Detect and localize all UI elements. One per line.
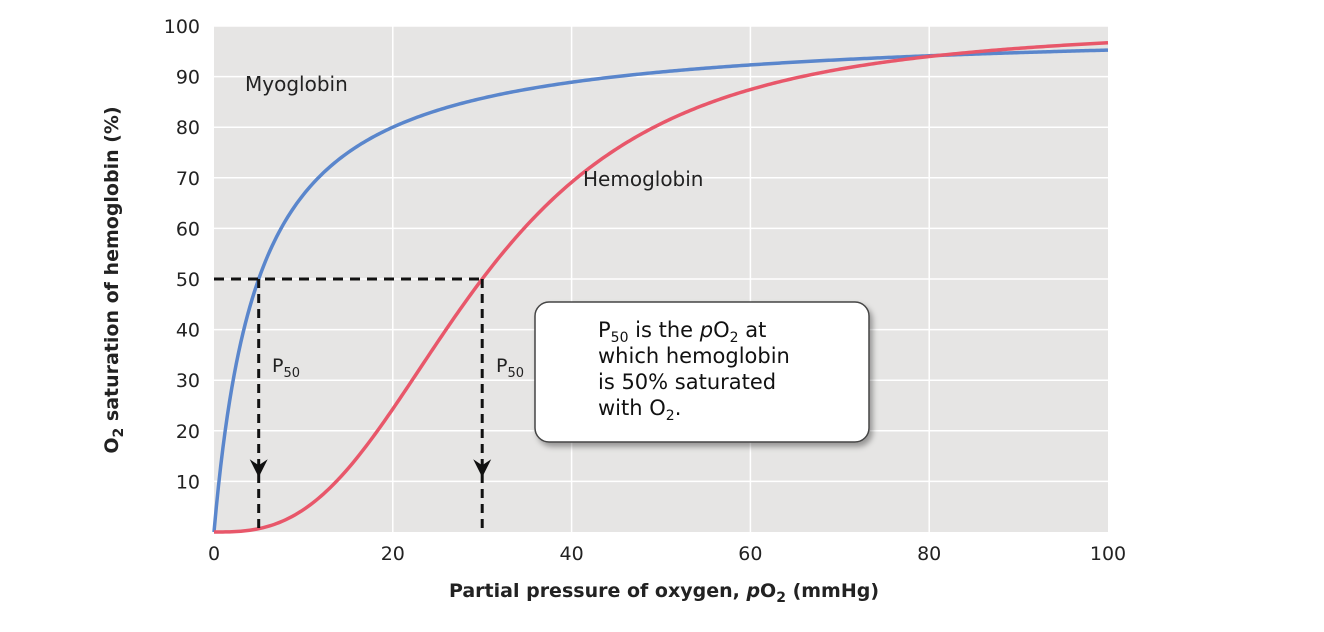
x-tick-label: 100 [1090, 543, 1126, 565]
callout-line-2: which hemoglobin [598, 344, 790, 368]
p50-callout: P50 is the pO2 at which hemoglobin is 50… [534, 301, 870, 443]
y-tick-label: 70 [176, 168, 200, 190]
x-tick-label: 40 [560, 543, 584, 565]
x-tick-label: 60 [738, 543, 762, 565]
callout-line-1: P50 is the pO2 at [598, 318, 766, 346]
series-line-hemoglobin [214, 41, 1109, 534]
x-tick-label: 0 [208, 543, 220, 565]
y-axis-title: O2 saturation of hemoglobin (%) [101, 106, 127, 453]
y-tick-label: 10 [176, 471, 200, 493]
y-tick-label: 100 [164, 16, 200, 38]
myoglobin-label: Myoglobin [245, 72, 348, 96]
y-tick-label: 90 [176, 67, 200, 89]
x-tick-label: 20 [381, 543, 405, 565]
callout-line-4: with O2. [598, 396, 681, 424]
hemoglobin-label: Hemoglobin [583, 167, 703, 191]
y-tick-label: 50 [176, 269, 200, 291]
series-curves [212, 41, 1109, 534]
x-tick-label: 80 [917, 543, 941, 565]
callout-box [534, 301, 870, 443]
p50-arrow-head [249, 459, 268, 478]
callout-line-3: is 50% saturated [598, 370, 776, 394]
p50-label-hemoglobin: P50 [496, 355, 524, 381]
p50-guides [214, 277, 492, 532]
y-tick-label: 20 [176, 421, 200, 443]
y-axis-ticks: 10 20 30 40 50 60 70 80 90 100 [164, 16, 200, 493]
x-axis-ticks: 0 20 40 60 80 100 [208, 543, 1126, 565]
y-tick-label: 30 [176, 370, 200, 392]
y-tick-label: 40 [176, 320, 200, 342]
x-axis-title: Partial pressure of oxygen, pO2 (mmHg) [449, 580, 879, 606]
p50-arrow-head [473, 459, 492, 478]
y-tick-label: 80 [176, 117, 200, 139]
y-tick-label: 60 [176, 218, 200, 240]
p50-label-myoglobin: P50 [272, 355, 300, 381]
